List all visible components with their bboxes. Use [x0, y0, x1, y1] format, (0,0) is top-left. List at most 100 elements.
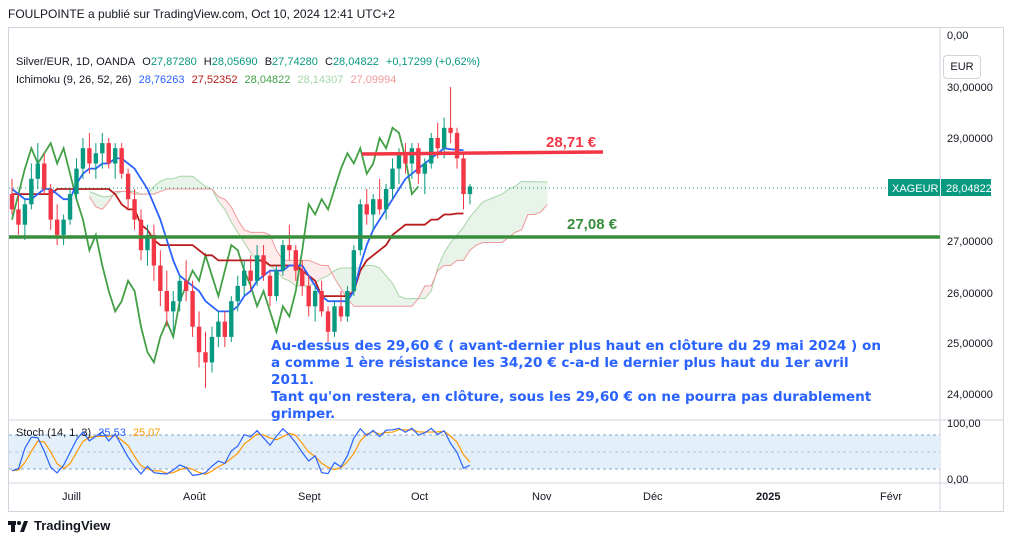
currency-button[interactable]: EUR [943, 55, 981, 79]
tradingview-brand[interactable]: TradingView [34, 518, 111, 533]
symbol-legend: Silver/EUR, 1D, OANDA O27,87280 H28,0569… [16, 56, 484, 68]
stoch-d-line [11, 428, 471, 475]
ichimoku-cloud-segment [528, 181, 535, 215]
ichimoku-cloud-segment [457, 227, 464, 261]
ichimoku-cloud-segment [508, 186, 516, 238]
candle-body [151, 234, 157, 266]
ichimoku-conversion: 28,76263 [138, 74, 185, 86]
ichimoku-cloud-segment [450, 234, 458, 266]
ichimoku-cloud-segment [482, 199, 490, 243]
ichimoku-cloud-segment [334, 268, 341, 289]
y-tick-label: 30,00000 [947, 82, 993, 94]
candle-body [9, 194, 15, 210]
candle-body [396, 153, 402, 169]
candle [196, 311, 202, 368]
ichimoku-cloud-segment [192, 176, 200, 189]
candle-body [203, 352, 208, 363]
candle [183, 260, 189, 302]
ichimoku-cloud-segment [424, 285, 432, 299]
candle-body [435, 138, 440, 149]
ichimoku-cloud-segment [186, 176, 193, 189]
candle-body [229, 301, 234, 337]
candle [306, 275, 311, 317]
candle [358, 199, 363, 256]
ichimoku-cloud-segment [166, 178, 174, 189]
stoch-d-value: 25,07 [132, 427, 161, 439]
price-tag-symbol-bg [888, 179, 940, 196]
candle-body [132, 199, 137, 220]
candle-body [274, 270, 279, 297]
ichimoku-cloud-segment [231, 206, 238, 233]
stoch-label[interactable]: Stoch (14, 1, 3) [16, 427, 92, 439]
candle-body [351, 250, 357, 291]
price-tag-value: 28,04822 [946, 183, 992, 195]
candle [171, 291, 176, 332]
candle-body [280, 245, 286, 271]
candle-body [332, 306, 337, 332]
candle [267, 270, 273, 307]
candle [209, 326, 215, 373]
ichimoku-legend: Ichimoku (9, 26, 52, 26) 28,76263 27,523… [16, 74, 400, 86]
candle [177, 275, 182, 312]
ichimoku-lagging: 28,04822 [244, 74, 291, 86]
candle-body [293, 250, 298, 271]
ichimoku-cloud-segment [270, 234, 277, 271]
candle-body [338, 306, 344, 317]
candle [216, 311, 221, 348]
ichimoku-cloud-segment [489, 196, 496, 243]
candle-body [300, 270, 305, 286]
symbol-label[interactable]: Silver/EUR, 1D, OANDA [16, 56, 136, 68]
ichimoku-span-b: 27,09994 [350, 74, 397, 86]
candle-body [371, 199, 376, 215]
candle [351, 245, 357, 297]
candle [403, 143, 408, 174]
ichimoku-cloud-segment [199, 181, 206, 189]
candle [235, 275, 240, 312]
candle-body [138, 219, 144, 251]
candle-body [448, 127, 453, 133]
candle-body [409, 148, 415, 164]
candle-body [325, 311, 331, 332]
ichimoku-cloud-segment [102, 196, 109, 210]
candle [300, 260, 305, 297]
candle-body [441, 127, 447, 149]
candle [274, 265, 279, 302]
candle [54, 204, 60, 246]
stoch-k-value: 25,53 [98, 427, 126, 439]
candle [132, 189, 137, 230]
resistance-line[interactable] [361, 150, 604, 156]
candle [48, 183, 53, 230]
candle [364, 189, 369, 225]
candle [222, 311, 228, 348]
annotation-line: 2011. [271, 372, 314, 388]
ichimoku-cloud-segment [405, 298, 412, 307]
ichimoku-cloud-segment [173, 176, 180, 189]
tradingview-logo-icon[interactable] [8, 519, 30, 533]
resistance-label: 28,71 € [546, 134, 597, 151]
ichimoku-label[interactable]: Ichimoku (9, 26, 52, 26) [16, 74, 132, 86]
candle-body [164, 291, 169, 312]
y-tick-label: 24,00000 [947, 389, 993, 401]
candle [345, 285, 350, 322]
ichimoku-cloud-segment [179, 176, 187, 189]
x-tick-label: Nov [532, 491, 552, 503]
x-tick-label: Sept [298, 491, 321, 503]
y-tick-label: 27,00000 [947, 236, 993, 248]
x-tick-label: 2025 [756, 491, 780, 503]
candle [371, 194, 376, 230]
ichimoku-cloud-segment [218, 196, 225, 210]
candle [100, 132, 105, 169]
ichimoku-cloud-segment [502, 189, 509, 243]
candle-body [306, 285, 311, 307]
y-tick-label: 29,00000 [947, 133, 993, 145]
candle-body [319, 291, 324, 312]
candle-body [429, 138, 434, 164]
ichimoku-cloud-segment [95, 194, 103, 210]
candle-body [267, 275, 273, 297]
ichimoku-base-line [12, 188, 464, 297]
candle [203, 331, 208, 388]
candle [106, 138, 111, 169]
y-tick-label: 26,00000 [947, 288, 993, 300]
candle [409, 143, 415, 179]
candle-body [158, 265, 163, 291]
